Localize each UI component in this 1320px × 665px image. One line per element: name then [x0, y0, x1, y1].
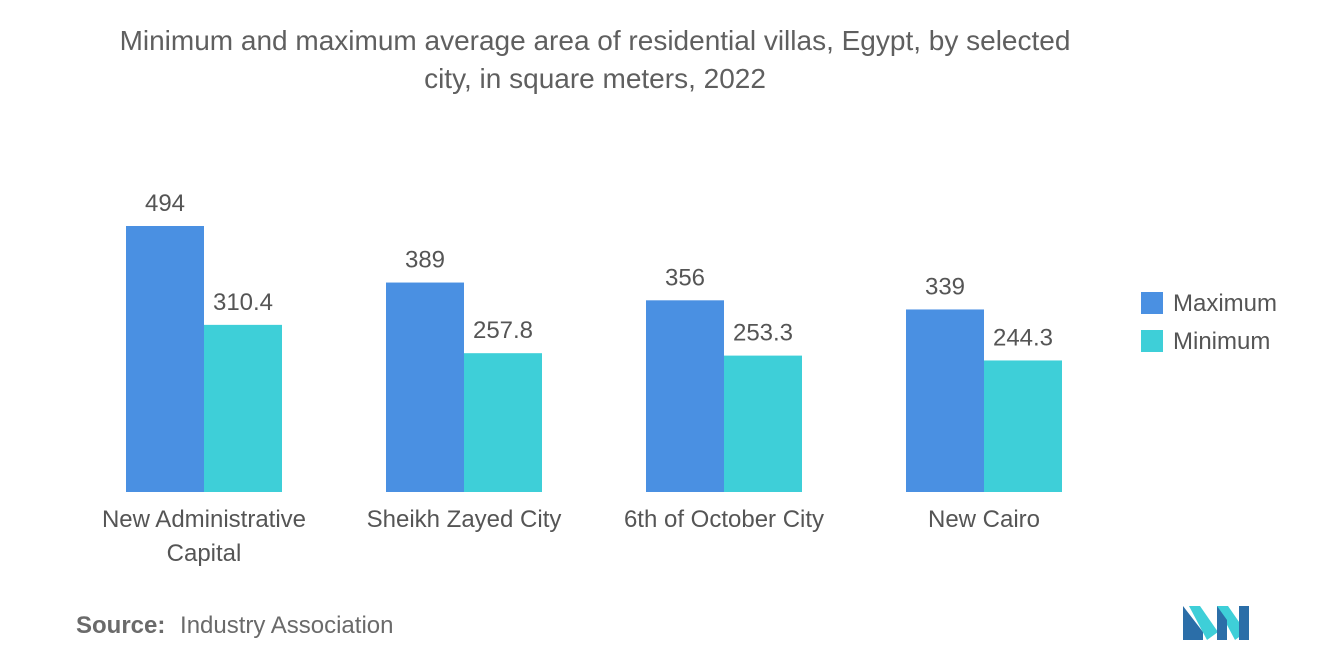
chart-title: Minimum and maximum average area of resi… [119, 25, 1071, 94]
value-label-maximum-3: 339 [925, 273, 965, 300]
legend-label-maximum: Maximum [1173, 290, 1277, 317]
logo-shape-mid-a [1189, 606, 1218, 640]
value-label-maximum-1: 389 [405, 247, 445, 274]
logo-shape-center [1217, 606, 1227, 640]
category-label-1: Sheikh Zayed City [367, 506, 562, 533]
bar-maximum-0 [126, 226, 204, 492]
legend-swatch-minimum [1141, 330, 1163, 352]
bar-minimum-2 [724, 355, 802, 492]
value-label-minimum-2: 253.3 [733, 320, 793, 347]
bar-maximum-3 [906, 309, 984, 492]
category-label-3: New Cairo [928, 506, 1040, 533]
bar-chart: 494 310.4 389 257.8 356 253.3 339 244.3 New Adm… [102, 190, 1277, 567]
value-labels-layer: 494 310.4 389 257.8 356 253.3 339 244.3 [145, 190, 1053, 351]
source-label: Source: [76, 612, 166, 639]
bar-minimum-3 [984, 360, 1062, 492]
value-label-minimum-0: 310.4 [213, 289, 273, 316]
logo-shape-mid-b [1217, 606, 1246, 640]
bar-maximum-1 [386, 282, 464, 492]
logo-shape-left [1183, 606, 1203, 640]
value-label-maximum-0: 494 [145, 190, 185, 217]
legend: Maximum Minimum [1141, 290, 1277, 355]
logo-shape-right [1239, 606, 1249, 640]
legend-swatch-maximum [1141, 292, 1163, 314]
category-label-2: 6th of October City [624, 506, 824, 533]
category-labels-layer: New Administrative Capital Sheikh Zayed Ci… [102, 506, 1040, 567]
value-label-maximum-2: 356 [665, 264, 705, 291]
source-text: Industry Association [180, 612, 394, 639]
category-label-0-line2: Capital [167, 540, 242, 567]
bar-minimum-1 [464, 353, 542, 492]
bar-maximum-2 [646, 300, 724, 492]
legend-label-minimum: Minimum [1173, 328, 1270, 355]
category-label-0: New Administrative [102, 506, 306, 533]
value-label-minimum-3: 244.3 [993, 324, 1053, 351]
value-label-minimum-1: 257.8 [473, 317, 533, 344]
mordor-intelligence-logo [1183, 606, 1249, 640]
bar-minimum-0 [204, 324, 282, 492]
bars-layer [126, 226, 1062, 492]
source-note: Source: Industry Association [76, 612, 393, 640]
